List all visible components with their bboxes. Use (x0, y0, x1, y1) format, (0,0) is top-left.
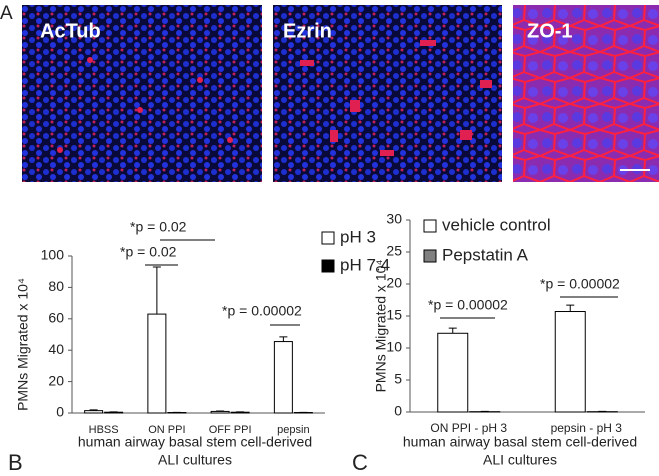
annotation: *p = 0.02 (130, 219, 187, 235)
legend-label: pH 3 (340, 227, 376, 246)
legend-swatch (423, 249, 437, 263)
x-tick-label: ON PPI (148, 424, 185, 436)
annotation: *p = 0.02 (120, 244, 177, 260)
error-bar (152, 266, 161, 315)
annotation: *p = 0.00002 (222, 303, 302, 319)
y-tick-label: 5 (394, 371, 402, 387)
x-axis-label: ALI cultures (158, 452, 232, 468)
y-axis-label: PMNs Migrated x 10⁴ (15, 278, 31, 411)
micrograph (513, 5, 659, 182)
bar (210, 410, 230, 414)
x-tick-label: ON PPI - pH 3 (430, 421, 507, 435)
image-label: AcTub (40, 20, 101, 42)
x-axis-label: ALI cultures (483, 452, 557, 468)
x-axis-label: human airway basal stem cell-derived (78, 434, 312, 450)
error-bar (89, 409, 98, 411)
legend-swatch (321, 259, 335, 273)
y-tick-label: 0 (56, 404, 64, 420)
legend-label: Pepstatin A (442, 245, 529, 264)
x-tick-label: OFF PPI (209, 424, 252, 436)
annotation: *p = 0.00002 (540, 276, 620, 292)
y-tick-label: 20 (48, 372, 64, 388)
x-tick-label: pepsin - pH 3 (551, 421, 623, 435)
panel-label: C (352, 450, 368, 475)
x-tick-label: HBSS (89, 424, 119, 436)
error-bar (566, 304, 575, 312)
panel-label: B (8, 450, 23, 475)
y-tick-label: 80 (48, 278, 64, 294)
stain-spots (57, 40, 492, 156)
error-bar (279, 336, 288, 342)
y-axis-label: PMNs Migrated x 10⁴ (373, 260, 389, 393)
y-tick-label: 100 (41, 247, 65, 263)
y-tick-label: 40 (48, 341, 64, 357)
y-tick-label: 25 (386, 243, 402, 259)
error-bar (448, 327, 457, 334)
bar (84, 410, 104, 414)
annotation: *p = 0.00002 (428, 297, 508, 313)
y-tick-label: 0 (394, 403, 402, 419)
y-tick-label: 20 (386, 275, 402, 291)
x-tick-label: pepsin (277, 424, 309, 436)
y-tick-label: 15 (386, 307, 402, 323)
x-axis-label: human airway basal stem cell-derived (403, 434, 637, 450)
legend-swatch (321, 231, 335, 245)
bar (147, 313, 167, 414)
bar (554, 311, 586, 413)
bar (273, 341, 293, 414)
y-tick-label: 30 (386, 211, 402, 227)
micrograph (22, 5, 262, 182)
y-tick-label: 10 (386, 339, 402, 355)
legend-label: vehicle control (442, 215, 551, 234)
y-tick-label: 60 (48, 310, 64, 326)
bar (437, 332, 469, 413)
legend-swatch (423, 219, 437, 233)
image-label: Ezrin (283, 20, 332, 42)
image-label: ZO-1 (527, 20, 573, 42)
legend-label: pH 7.4 (340, 255, 390, 274)
panel-label: A (0, 3, 13, 24)
